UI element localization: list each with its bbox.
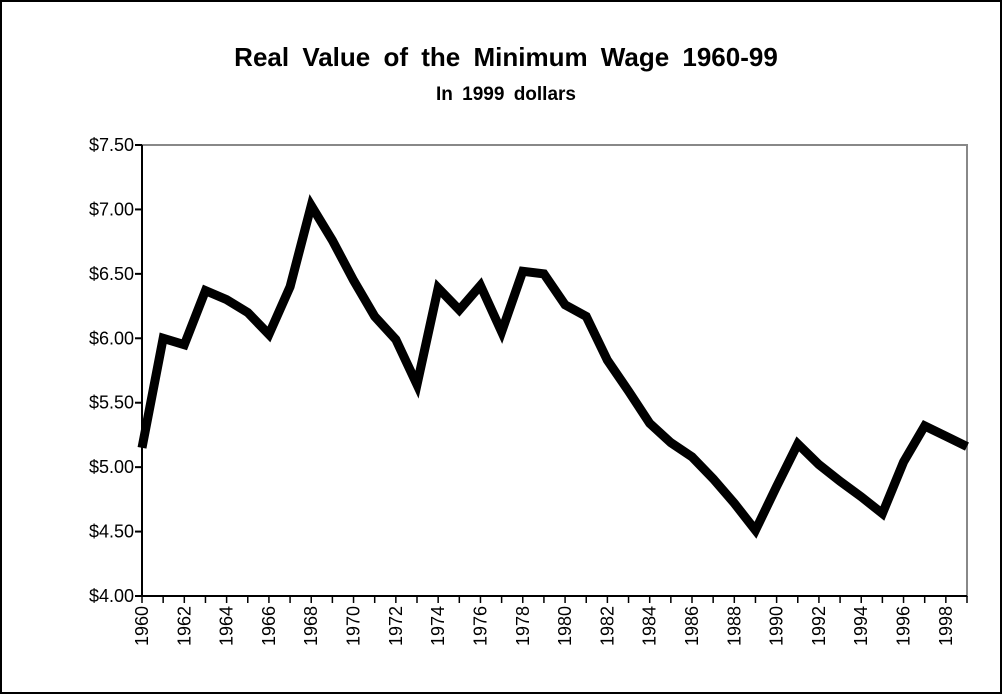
x-tick-label: 1976: [470, 606, 490, 646]
chart-subtitle: In 1999 dollars: [436, 84, 576, 105]
y-tick-label: $7.50: [89, 135, 134, 155]
x-tick-label: 1970: [344, 606, 364, 646]
y-tick-label: $7.00: [89, 199, 134, 219]
x-tick-label: 1994: [851, 606, 871, 646]
y-tick-label: $5.50: [89, 393, 134, 413]
x-tick-label: 1982: [597, 606, 617, 646]
x-tick-label: 1974: [428, 606, 448, 646]
x-tick-label: 1992: [809, 606, 829, 646]
x-tick-label: 1972: [386, 606, 406, 646]
x-tick-label: 1966: [259, 606, 279, 646]
x-tick-label: 1988: [724, 606, 744, 646]
y-tick-label: $5.00: [89, 457, 134, 477]
x-tick-label: 1978: [513, 606, 533, 646]
y-tick-label: $4.00: [89, 586, 134, 606]
x-tick-label: 1964: [217, 606, 237, 646]
x-tick-label: 1996: [894, 606, 914, 646]
x-tick-label: 1960: [132, 606, 152, 646]
x-tick-label: 1998: [936, 606, 956, 646]
x-tick-label: 1968: [301, 606, 321, 646]
x-tick-label: 1986: [682, 606, 702, 646]
chart-title: Real Value of the Minimum Wage 1960-99: [234, 42, 778, 72]
x-tick-label: 1984: [640, 606, 660, 646]
y-tick-label: $4.50: [89, 522, 134, 542]
data-line: [137, 194, 969, 539]
x-tick-label: 1990: [767, 606, 787, 646]
y-tick-label: $6.50: [89, 264, 134, 284]
x-tick-label: 1962: [174, 606, 194, 646]
x-tick-label: 1980: [555, 606, 575, 646]
y-tick-label: $6.00: [89, 328, 134, 348]
